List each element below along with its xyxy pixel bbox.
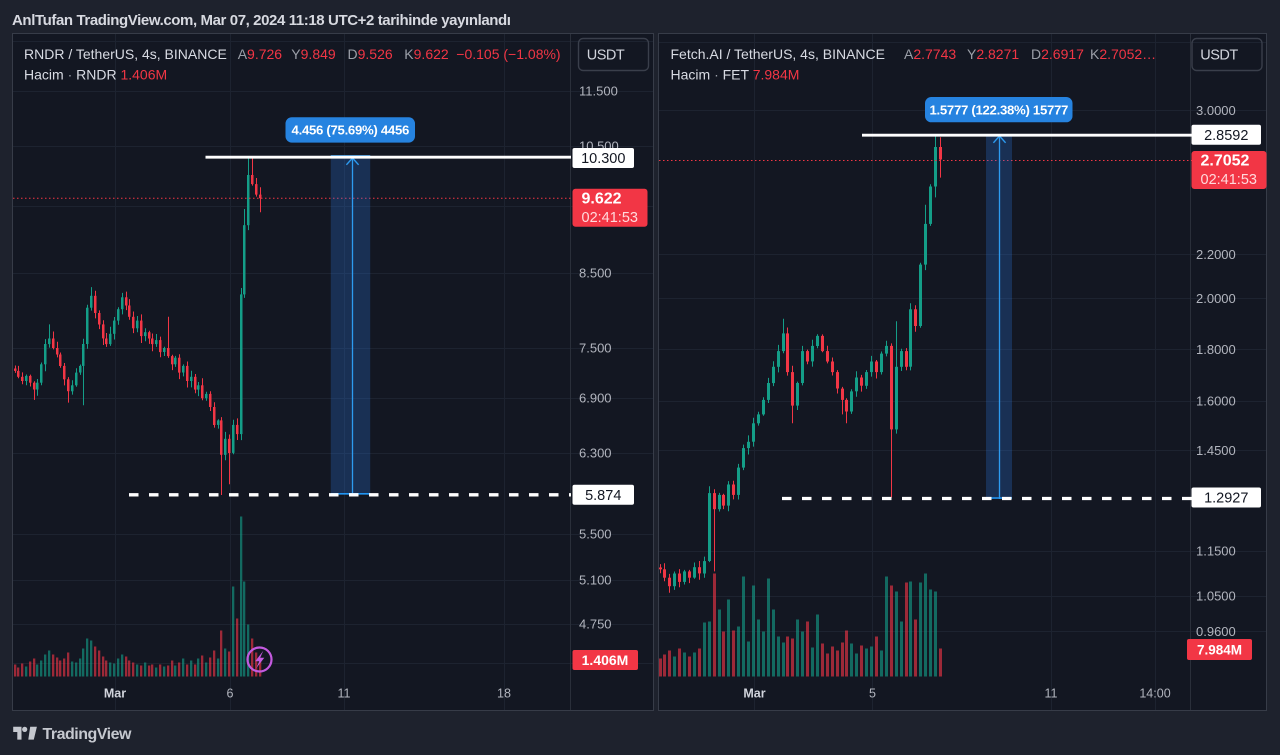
svg-text:TradingView: TradingView bbox=[43, 726, 133, 743]
svg-text:Mar: Mar bbox=[104, 687, 126, 701]
svg-text:USDT: USDT bbox=[587, 48, 625, 64]
svg-text:AnlTufan TradingView.com, Mar: AnlTufan TradingView.com, Mar 07, 2024 1… bbox=[12, 12, 511, 29]
svg-text:RNDR / TetherUS, 4s, BINANCE: RNDR / TetherUS, 4s, BINANCE bbox=[24, 46, 227, 62]
svg-text:5: 5 bbox=[869, 687, 876, 701]
svg-text:02:41:53: 02:41:53 bbox=[582, 210, 638, 226]
svg-text:4.456 (75.69%) 4456: 4.456 (75.69%) 4456 bbox=[292, 123, 409, 138]
svg-text:02:41:53: 02:41:53 bbox=[1201, 172, 1257, 188]
svg-text:1.5777 (122.38%) 15777: 1.5777 (122.38%) 15777 bbox=[930, 102, 1069, 117]
svg-text:1.4500: 1.4500 bbox=[1196, 443, 1236, 458]
svg-text:6.300: 6.300 bbox=[579, 446, 612, 461]
svg-text:D9.526: D9.526 bbox=[348, 46, 393, 62]
svg-text:1.8000: 1.8000 bbox=[1196, 342, 1236, 357]
svg-text:8.500: 8.500 bbox=[579, 266, 612, 281]
svg-text:1.406M: 1.406M bbox=[582, 652, 629, 668]
svg-text:1.0500: 1.0500 bbox=[1196, 589, 1236, 604]
svg-text:2.2000: 2.2000 bbox=[1196, 247, 1236, 262]
svg-text:18: 18 bbox=[497, 687, 511, 701]
svg-text:2.0000: 2.0000 bbox=[1196, 291, 1236, 306]
svg-text:Hacim · FET 7.984M: Hacim · FET 7.984M bbox=[671, 67, 800, 83]
svg-text:11: 11 bbox=[1045, 687, 1058, 701]
svg-text:USDT: USDT bbox=[1200, 48, 1238, 64]
svg-text:A2.7743: A2.7743 bbox=[904, 46, 956, 62]
svg-text:14:00: 14:00 bbox=[1139, 687, 1170, 701]
svg-text:Y9.849: Y9.849 bbox=[291, 46, 336, 62]
svg-text:4.750: 4.750 bbox=[579, 617, 612, 632]
svg-text:−0.105 (−1.08%): −0.105 (−1.08%) bbox=[456, 46, 560, 62]
svg-text:1.1500: 1.1500 bbox=[1196, 544, 1236, 559]
svg-text:5.500: 5.500 bbox=[579, 527, 612, 542]
svg-text:6: 6 bbox=[227, 687, 234, 701]
svg-text:9.622: 9.622 bbox=[582, 190, 622, 207]
svg-text:Mar: Mar bbox=[743, 687, 765, 701]
svg-text:5.874: 5.874 bbox=[585, 488, 621, 504]
svg-text:11: 11 bbox=[338, 687, 351, 701]
svg-text:10.300: 10.300 bbox=[581, 151, 625, 167]
svg-text:Hacim · RNDR 1.406M: Hacim · RNDR 1.406M bbox=[24, 67, 167, 83]
svg-text:1.2927: 1.2927 bbox=[1204, 491, 1248, 507]
svg-text:K9.622: K9.622 bbox=[404, 46, 449, 62]
svg-text:3.0000: 3.0000 bbox=[1196, 103, 1236, 118]
svg-text:D2.6917: D2.6917 bbox=[1031, 46, 1084, 62]
svg-text:Fetch.AI / TetherUS, 4s, BINAN: Fetch.AI / TetherUS, 4s, BINANCE bbox=[671, 46, 885, 62]
svg-text:1.6000: 1.6000 bbox=[1196, 394, 1236, 409]
svg-text:7.500: 7.500 bbox=[579, 341, 612, 356]
svg-text:A9.726: A9.726 bbox=[238, 46, 283, 62]
svg-text:7.984M: 7.984M bbox=[1197, 643, 1242, 658]
svg-text:Y2.8271: Y2.8271 bbox=[967, 46, 1019, 62]
svg-text:6.900: 6.900 bbox=[579, 391, 612, 406]
svg-text:5.100: 5.100 bbox=[579, 573, 612, 588]
svg-text:2.8592: 2.8592 bbox=[1204, 128, 1248, 144]
svg-text:K2.7052…: K2.7052… bbox=[1090, 46, 1156, 62]
svg-text:2.7052: 2.7052 bbox=[1201, 153, 1250, 170]
svg-text:11.500: 11.500 bbox=[579, 84, 618, 99]
svg-text:0.9600: 0.9600 bbox=[1196, 624, 1236, 639]
